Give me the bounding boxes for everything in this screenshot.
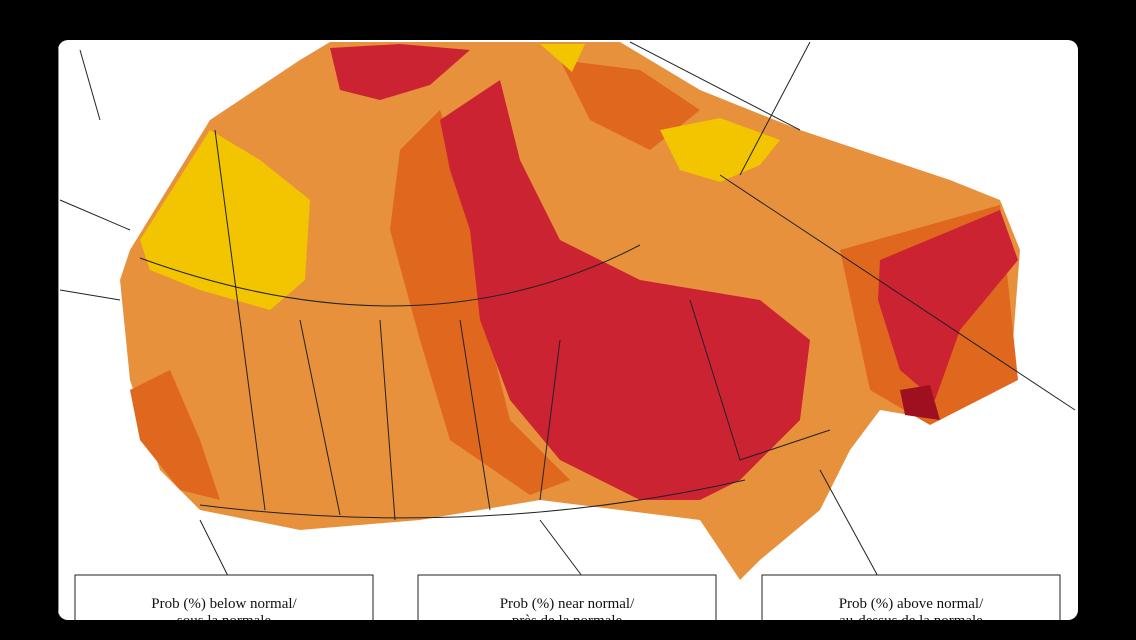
legend-text: près de la normale: [512, 613, 623, 629]
boundary: [719, 174, 1076, 411]
region-red: [330, 44, 470, 100]
boundary: [739, 41, 811, 176]
legend-text: au-dessus de la normale: [839, 613, 983, 629]
legend-text: Prob (%) below normal/: [151, 596, 297, 612]
legend-box: [74, 574, 374, 620]
region-red: [878, 210, 1018, 400]
boundary: [539, 339, 561, 501]
legend-box: [417, 574, 717, 620]
boundary: [199, 479, 746, 519]
region-yellow: [140, 130, 310, 310]
boundary: [139, 244, 641, 307]
region-dark-orange: [130, 370, 220, 500]
region-yellow: [540, 44, 585, 72]
legend: Prob (%) below normal/sous la normale Pro…: [74, 574, 1061, 629]
boundary: [629, 41, 801, 131]
boundary: [379, 319, 396, 521]
region-deep-red: [900, 385, 940, 420]
legend-text: Prob (%) near normal/: [500, 596, 635, 612]
region-dark-orange: [560, 60, 700, 150]
legend-text: Prob (%) above normal/: [839, 596, 984, 612]
legend-box: [761, 574, 1061, 620]
boundary: [299, 319, 341, 516]
legend-text: sous la normale: [177, 613, 271, 629]
boundary: [214, 129, 266, 511]
boundary: [459, 319, 491, 511]
region-yellow: [660, 118, 780, 182]
region-red: [440, 80, 810, 500]
boundary: [689, 299, 831, 461]
boundary: [59, 49, 881, 601]
map: Prob (%) below normal/sous la normale Pro…: [58, 40, 1076, 629]
